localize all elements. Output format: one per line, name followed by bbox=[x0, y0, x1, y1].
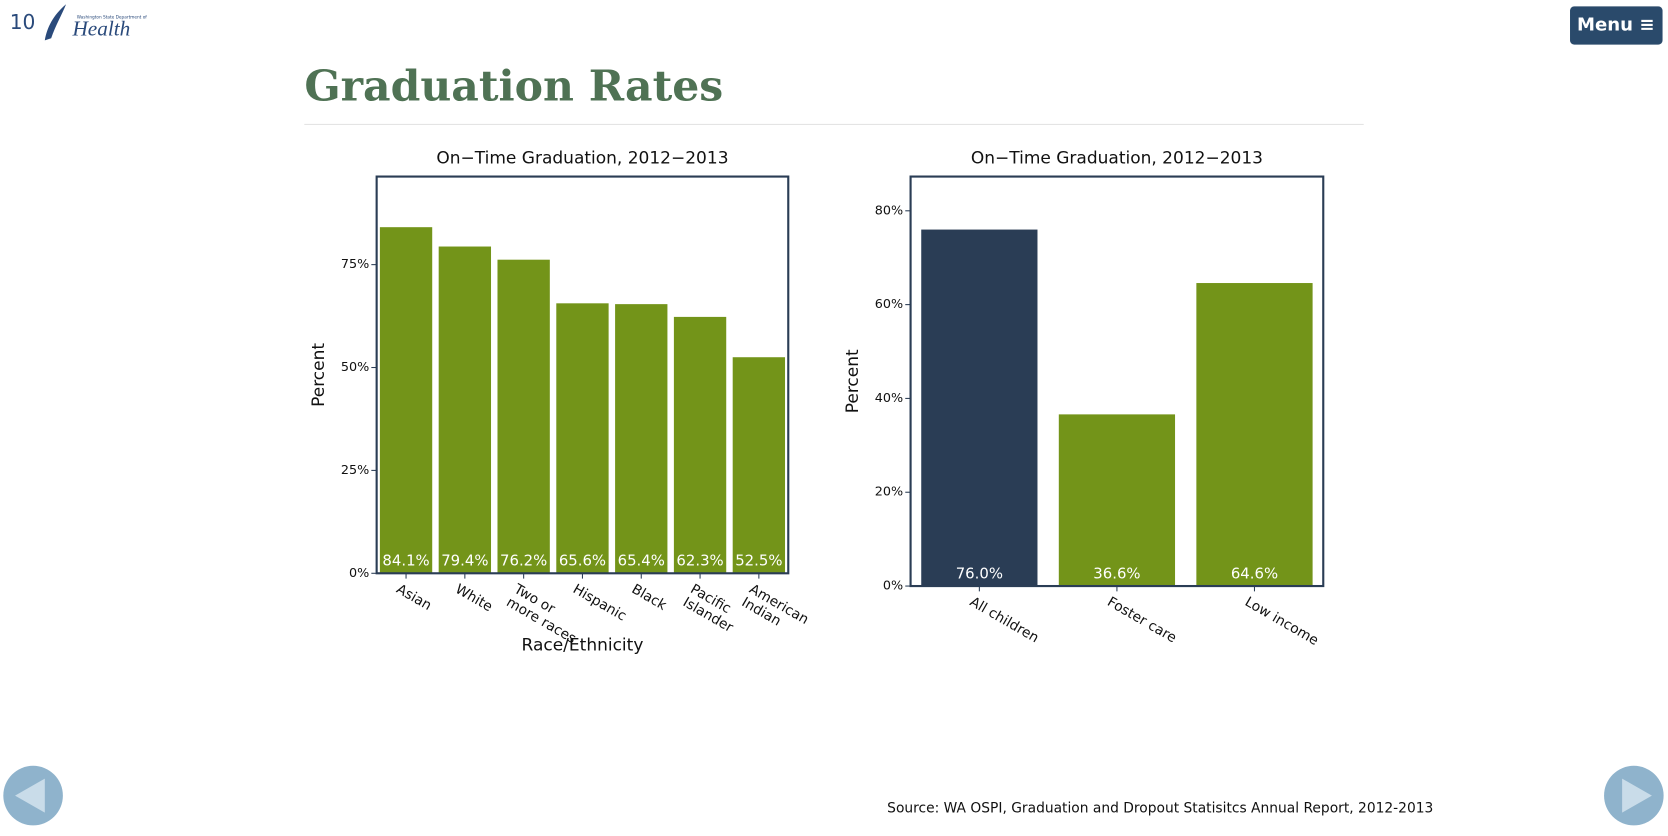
x-tick-label: Low income bbox=[1242, 594, 1321, 649]
x-axis-label: Race/Ethnicity bbox=[522, 636, 644, 656]
x-tick-label: Asian bbox=[394, 581, 435, 614]
logo-name: Health bbox=[71, 17, 130, 41]
value-label: 52.5% bbox=[735, 552, 782, 570]
value-label: 84.1% bbox=[382, 552, 429, 570]
bar bbox=[615, 304, 668, 574]
y-tick-label: 20% bbox=[875, 485, 903, 500]
y-tick-label: 40% bbox=[875, 391, 903, 406]
bar bbox=[732, 357, 786, 574]
source-note: Source: WA OSPI, Graduation and Dropout … bbox=[887, 800, 1433, 816]
menu-button[interactable] bbox=[1570, 6, 1663, 45]
x-tick-label: AmericanIndian bbox=[739, 581, 812, 641]
value-label: 62.3% bbox=[676, 552, 723, 570]
value-label: 76.0% bbox=[956, 564, 1003, 582]
x-tick-label: All children bbox=[967, 594, 1042, 646]
x-tick-label: Black bbox=[629, 581, 669, 614]
next-arrow[interactable] bbox=[1622, 778, 1652, 813]
value-label: 65.6% bbox=[559, 552, 606, 570]
chart-title: On−Time Graduation, 2012−2013 bbox=[436, 148, 728, 168]
plot-frame bbox=[909, 175, 1325, 588]
menu-label[interactable]: Menu ≡ bbox=[1577, 15, 1654, 36]
logo-mark bbox=[44, 4, 67, 41]
y-tick-label: 60% bbox=[875, 297, 903, 312]
y-tick-label: 0% bbox=[883, 579, 903, 594]
x-tick-label: Hispanic bbox=[570, 581, 629, 624]
bar bbox=[497, 259, 550, 574]
x-tick-label: PacificIslander bbox=[680, 581, 744, 636]
x-tick-label: White bbox=[452, 581, 495, 615]
y-tick-label: 75% bbox=[341, 257, 369, 272]
y-tick-label: 0% bbox=[349, 566, 369, 581]
value-label: 79.4% bbox=[441, 552, 488, 570]
page-title: Graduation Rates bbox=[304, 61, 723, 111]
y-tick-label: 80% bbox=[875, 203, 903, 218]
bar bbox=[438, 246, 492, 574]
prev-arrow[interactable] bbox=[15, 778, 45, 813]
y-tick-label: 50% bbox=[341, 360, 369, 375]
y-tick-label: 25% bbox=[341, 463, 369, 478]
value-label: 64.6% bbox=[1231, 564, 1278, 582]
plot-frame bbox=[375, 175, 790, 575]
value-label: 76.2% bbox=[500, 552, 547, 570]
bar bbox=[1196, 283, 1313, 587]
y-axis-label: Percent bbox=[309, 343, 329, 407]
bar bbox=[673, 316, 727, 574]
value-label: 65.4% bbox=[618, 552, 665, 570]
logo-agency: Washington State Department of bbox=[77, 15, 148, 21]
value-label: 36.6% bbox=[1093, 564, 1140, 582]
bar bbox=[1058, 414, 1176, 587]
page-number: 10 bbox=[10, 10, 36, 34]
bar bbox=[556, 303, 609, 574]
bar bbox=[921, 229, 1038, 587]
y-axis-label: Percent bbox=[843, 349, 863, 413]
x-tick-label: Foster care bbox=[1104, 594, 1179, 646]
bar bbox=[379, 227, 433, 574]
chart-title: On−Time Graduation, 2012−2013 bbox=[971, 148, 1263, 168]
